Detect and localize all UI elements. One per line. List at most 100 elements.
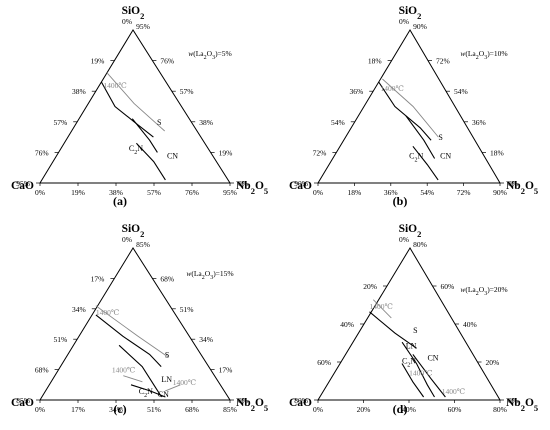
phase-label: C2N bbox=[129, 144, 143, 156]
triangle-outline bbox=[317, 29, 501, 184]
tick-label-left: 40% bbox=[340, 320, 354, 329]
tick-label-top-zero: 0% bbox=[399, 17, 409, 26]
tick-label-left: 95% bbox=[16, 179, 30, 188]
tick-label-bottom: 90% bbox=[493, 188, 507, 197]
phase-boundary-curve bbox=[401, 341, 435, 398]
tick-label-right: 72% bbox=[436, 57, 450, 66]
tick-label-top: 80% bbox=[413, 240, 427, 249]
tick-label-bottom: 36% bbox=[384, 188, 398, 197]
tick-label-left: 20% bbox=[363, 282, 377, 291]
phase-label: C2N bbox=[139, 387, 153, 399]
tick-label-bottom: 60% bbox=[448, 405, 462, 414]
isotherm-curve bbox=[165, 384, 181, 392]
tick-label-right: 0% bbox=[508, 179, 518, 188]
isotherm-curve bbox=[123, 375, 143, 383]
tick-label-right: 0% bbox=[508, 396, 518, 405]
phase-label: S bbox=[157, 118, 161, 127]
phase-label: S bbox=[165, 350, 169, 359]
tick-label-left: 34% bbox=[72, 305, 86, 314]
tick-label-left: 38% bbox=[72, 87, 86, 96]
isotherm-label: 1400℃ bbox=[370, 302, 393, 311]
tick-label-left: 19% bbox=[91, 57, 105, 66]
tick-label-right: 0% bbox=[238, 179, 248, 188]
isotherm-curve bbox=[372, 299, 392, 319]
tick-label-top-zero: 0% bbox=[122, 235, 132, 244]
isotherm-label: 1400℃ bbox=[380, 84, 403, 93]
tick-label-top: 85% bbox=[136, 240, 150, 249]
tick-label-right: 40% bbox=[463, 320, 477, 329]
vertex-label-left: CaO bbox=[11, 397, 34, 409]
tick-label-bottom: 18% bbox=[348, 188, 362, 197]
tick-label-top-zero: 0% bbox=[399, 235, 409, 244]
tick-label-bottom: 20% bbox=[357, 405, 371, 414]
tick-label-bottom: 80% bbox=[493, 405, 507, 414]
panel-label: (d) bbox=[393, 402, 408, 416]
phase-label: CN bbox=[427, 353, 438, 362]
tick-label-right: 20% bbox=[486, 358, 500, 367]
tick-label-left: 90% bbox=[294, 179, 308, 188]
vertex-label-left: CaO bbox=[289, 397, 312, 409]
isotherm-label: 1400℃ bbox=[112, 366, 135, 375]
tick-label-bottom: 72% bbox=[457, 188, 471, 197]
vertex-label-left: CaO bbox=[289, 180, 312, 192]
phase-boundary-curve bbox=[412, 354, 446, 398]
composition-annotation: w(La2O3)=10% bbox=[460, 49, 507, 61]
phase-boundary-curve bbox=[401, 363, 425, 398]
tick-label-bottom: 17% bbox=[71, 405, 85, 414]
isotherm-label: 1400℃ bbox=[96, 308, 119, 317]
phase-label: S bbox=[438, 133, 442, 142]
panel-label: (a) bbox=[113, 194, 127, 208]
phase-label: CN bbox=[167, 152, 178, 161]
panel-label: (c) bbox=[113, 402, 126, 416]
isotherm-label: 1400℃ bbox=[173, 378, 196, 387]
tick-label-left: 51% bbox=[53, 335, 67, 344]
tick-label-bottom: 76% bbox=[185, 188, 199, 197]
tick-label-bottom: 51% bbox=[147, 405, 161, 414]
tick-label-right: 19% bbox=[219, 148, 233, 157]
tick-label-bottom: 0% bbox=[313, 188, 323, 197]
phase-label: S bbox=[413, 326, 417, 335]
tick-label-right: 0% bbox=[238, 396, 248, 405]
tick-label-right: 57% bbox=[180, 87, 194, 96]
tick-label-left: 57% bbox=[53, 118, 67, 127]
vertex-label-left: CaO bbox=[11, 180, 34, 192]
tick-label-right: 54% bbox=[454, 87, 468, 96]
phase-label: CN bbox=[158, 390, 169, 399]
isotherm-label: 1400℃ bbox=[409, 369, 432, 378]
tick-label-bottom: 0% bbox=[313, 405, 323, 414]
tick-label-bottom: 38% bbox=[109, 188, 123, 197]
composition-annotation: w(La2O3)=5% bbox=[188, 49, 232, 61]
isotherm-label: 1400℃ bbox=[442, 387, 465, 396]
tick-label-left: 85% bbox=[16, 396, 30, 405]
tick-label-right: 38% bbox=[199, 118, 213, 127]
phase-boundary-curve bbox=[135, 142, 166, 181]
phase-boundary-curve bbox=[118, 344, 163, 398]
tick-label-bottom: 95% bbox=[223, 188, 237, 197]
isotherm-curve bbox=[95, 305, 169, 358]
isotherm-curve bbox=[106, 72, 166, 132]
tick-label-left: 36% bbox=[349, 87, 363, 96]
phase-boundary-curve bbox=[130, 384, 166, 398]
phase-boundary-curve bbox=[131, 118, 158, 153]
tick-label-left: 18% bbox=[368, 57, 382, 66]
phase-boundary-curve bbox=[405, 115, 436, 159]
tick-label-top: 95% bbox=[136, 22, 150, 31]
tick-label-bottom: 0% bbox=[35, 188, 45, 197]
phase-label: LN bbox=[406, 341, 417, 350]
phase-label: C2N bbox=[409, 152, 423, 164]
tick-label-top: 90% bbox=[413, 22, 427, 31]
composition-annotation: w(La2O3)=20% bbox=[460, 285, 507, 297]
tick-label-bottom: 0% bbox=[35, 405, 45, 414]
tick-label-right: 36% bbox=[472, 118, 486, 127]
triangle-outline bbox=[39, 29, 231, 184]
tick-label-left: 76% bbox=[35, 148, 49, 157]
triangle-outline bbox=[39, 247, 231, 401]
tick-label-right: 68% bbox=[160, 274, 174, 283]
tick-label-right: 17% bbox=[219, 366, 233, 375]
tick-label-left: 72% bbox=[313, 148, 327, 157]
tick-label-right: 51% bbox=[180, 305, 194, 314]
tick-label-right: 60% bbox=[441, 282, 455, 291]
